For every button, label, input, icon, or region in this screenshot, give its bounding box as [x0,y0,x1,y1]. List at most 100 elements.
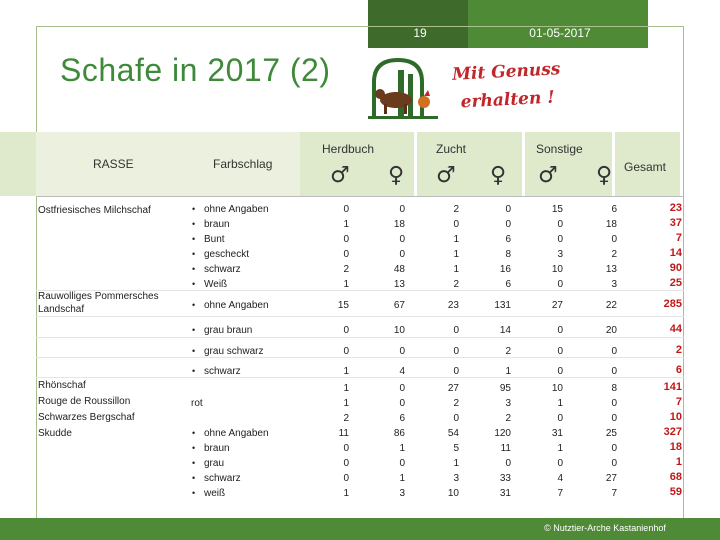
farbschlag-cell: ohne Angaben [204,300,269,311]
value-cell: 0 [557,279,563,290]
value-cell: 27 [605,473,617,484]
value-cell: 0 [399,204,405,215]
female-symbol-zucht: ♀ [489,163,507,188]
value-cell: 0 [611,443,617,454]
value-cell: 1 [557,398,563,409]
value-cell: 0 [453,219,459,230]
value-cell: 54 [447,428,459,439]
row-divider [36,337,684,338]
gesamt-cell: 285 [663,298,682,310]
value-cell: 5 [453,443,459,454]
gesamt-cell: 25 [669,277,682,289]
bullet-icon: • [192,443,196,453]
slogan-line-2: erhalten ! [460,87,556,113]
value-cell: 95 [499,383,511,394]
row-divider [36,377,684,378]
gesamt-cell: 10 [669,411,682,423]
bullet-icon: • [192,204,196,214]
value-cell: 3 [505,398,511,409]
value-cell: 1 [399,473,405,484]
gesamt-cell: 7 [675,396,682,408]
value-cell: 1 [453,264,459,275]
female-symbol-herdbuch: ♀ [387,163,405,188]
breed-name: Skudde [38,428,72,439]
value-cell: 120 [494,428,511,439]
value-cell: 8 [505,249,511,260]
bullet-icon: • [192,219,196,229]
value-cell: 0 [611,366,617,377]
row-divider [36,290,684,291]
column-rasse: RASSE [93,157,134,171]
farbschlag-cell: schwarz [204,366,241,377]
gesamt-cell: 90 [669,262,682,274]
value-cell: 1 [343,488,349,499]
bullet-icon: • [192,300,196,310]
column-group-zucht: Zucht [436,142,467,156]
value-cell: 6 [505,279,511,290]
value-cell: 1 [505,366,511,377]
breed-name: Ostfriesisches Milchschaf [38,205,151,216]
value-cell: 1 [343,219,349,230]
value-cell: 7 [611,488,617,499]
bullet-icon: • [192,346,196,356]
female-symbol-sonstige: ♀ [595,163,613,188]
bullet-icon: • [192,234,196,244]
breed-name: Landschaf [38,304,85,315]
value-cell: 3 [611,279,617,290]
value-cell: 13 [393,279,405,290]
value-cell: 1 [453,249,459,260]
value-cell: 2 [505,413,511,424]
value-cell: 10 [393,325,405,336]
value-cell: 15 [551,204,563,215]
value-cell: 2 [453,204,459,215]
value-cell: 1 [399,443,405,454]
farbschlag-cell: schwarz [204,264,241,275]
value-cell: 0 [343,473,349,484]
value-cell: 1 [343,366,349,377]
value-cell: 7 [557,488,563,499]
bullet-icon: • [192,366,196,376]
bullet-icon: • [192,279,196,289]
value-cell: 1 [343,383,349,394]
value-cell: 2 [505,346,511,357]
value-cell: 0 [343,234,349,245]
column-group-herdbuch: Herdbuch [322,142,375,156]
value-cell: 0 [399,398,405,409]
value-cell: 1 [557,443,563,454]
row-divider [36,357,684,358]
value-cell: 0 [611,346,617,357]
value-cell: 0 [557,366,563,377]
breed-name: Rauwolliges Pommersches [38,291,159,302]
value-cell: 16 [499,264,511,275]
farm-logo-icon [368,57,438,119]
gesamt-cell: 68 [669,471,682,483]
gesamt-cell: 59 [669,486,682,498]
value-cell: 20 [605,325,617,336]
farbschlag-cell: ohne Angaben [204,204,269,215]
value-cell: 6 [399,413,405,424]
male-symbol-sonstige: ♂ [538,163,558,188]
value-cell: 3 [453,473,459,484]
value-cell: 0 [557,219,563,230]
bullet-icon: • [192,325,196,335]
value-cell: 0 [453,413,459,424]
value-cell: 0 [399,234,405,245]
value-cell: 0 [505,204,511,215]
value-cell: 67 [393,300,405,311]
gesamt-cell: 327 [663,426,682,438]
value-cell: 2 [611,249,617,260]
breed-name: Rhönschaf [38,380,86,391]
column-gesamt: Gesamt [624,160,667,174]
value-cell: 27 [447,383,459,394]
value-cell: 6 [505,234,511,245]
value-cell: 10 [551,264,563,275]
value-cell: 0 [505,458,511,469]
farbschlag-cell: weiß [204,488,226,499]
value-cell: 0 [399,458,405,469]
gesamt-cell: 37 [669,217,682,229]
gesamt-cell: 1 [675,456,682,468]
bullet-icon: • [192,249,196,259]
value-cell: 27 [551,300,563,311]
value-cell: 0 [399,346,405,357]
gesamt-cell: 2 [675,344,682,356]
